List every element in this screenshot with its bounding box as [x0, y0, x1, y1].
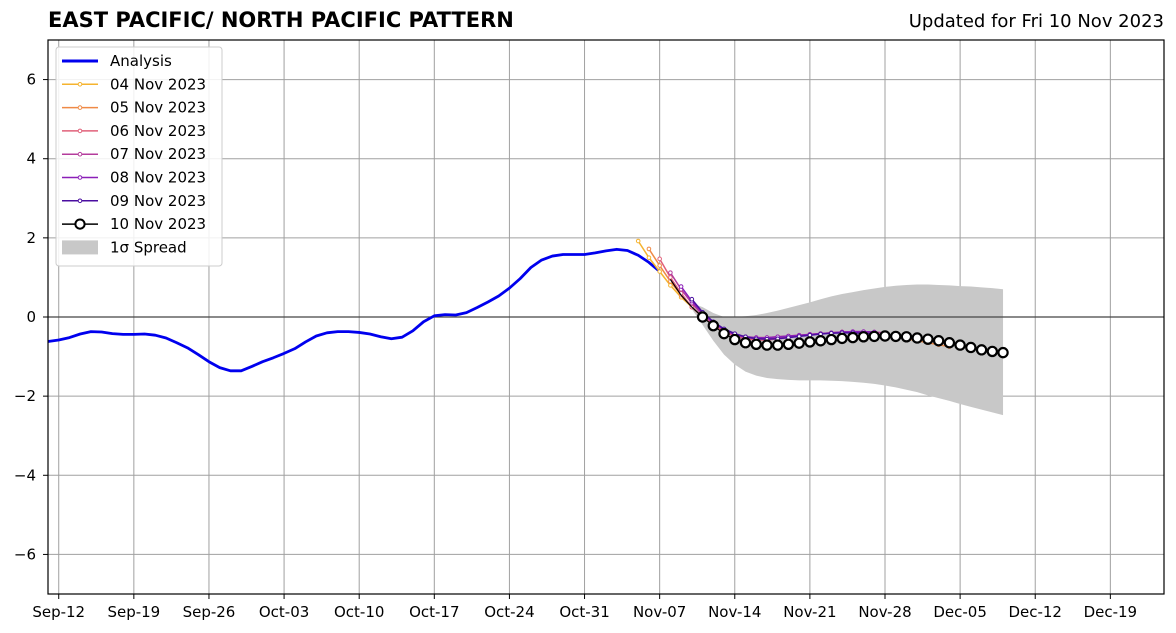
y-tick-label: −4: [14, 466, 36, 484]
forecast-point: [879, 330, 891, 342]
forecast-point: [804, 336, 816, 348]
forecast-point: [668, 275, 673, 280]
x-tick-label: Dec-19: [1084, 603, 1138, 621]
forecast-point: [922, 333, 934, 345]
x-tick-label: Oct-17: [409, 603, 459, 621]
legend-marker: [77, 128, 83, 134]
x-tick-label: Oct-31: [559, 603, 609, 621]
y-tick-label: 0: [26, 308, 36, 326]
legend-swatch: [62, 240, 98, 255]
x-tick-label: Oct-03: [259, 603, 309, 621]
x-tick-label: Nov-28: [858, 603, 911, 621]
y-tick-label: −6: [14, 545, 36, 563]
y-tick-label: 2: [26, 229, 36, 247]
legend-marker: [77, 82, 83, 87]
x-tick-label: Nov-07: [633, 603, 686, 621]
legend-label: 09 Nov 2023: [110, 192, 206, 210]
forecast-point: [750, 338, 762, 351]
forecast-point: [868, 330, 880, 343]
x-tick-label: Nov-14: [708, 603, 761, 621]
forecast-point: [836, 332, 848, 345]
legend-marker: [77, 105, 83, 110]
legend: Analysis 04 Nov 2023 05 Nov 2023 06 Nov 202…: [55, 46, 223, 267]
x-tick-label: Dec-12: [1008, 603, 1062, 621]
legend-box: [55, 46, 223, 267]
x-tick-label: Oct-10: [334, 603, 384, 621]
spread-band: [691, 284, 1004, 416]
forecast-point: [739, 337, 752, 349]
spread-area: [691, 284, 1004, 416]
forecast-point: [890, 330, 902, 343]
forecast-point: [696, 311, 709, 323]
legend-label: 06 Nov 2023: [110, 122, 206, 140]
forecast-point: [657, 263, 662, 268]
forecast-point: [814, 335, 827, 347]
legend-marker: [77, 175, 83, 180]
forecast-point: [718, 327, 730, 340]
x-tick-label: Oct-24: [484, 603, 534, 621]
forecast-point: [965, 341, 977, 354]
forecast-point: [975, 344, 988, 356]
y-tick-label: 6: [26, 71, 36, 89]
legend-label: 1σ Spread: [110, 238, 187, 256]
forecast-point: [857, 331, 870, 343]
chart-title: EAST PACIFIC/ NORTH PACIFIC PATTERN: [48, 8, 514, 32]
forecast-point: [678, 284, 684, 289]
forecast-point: [943, 337, 956, 349]
forecast-point: [646, 246, 652, 252]
forecast-point: [657, 256, 662, 262]
legend-label: 08 Nov 2023: [110, 169, 206, 187]
forecast-point: [932, 335, 945, 347]
y-tick-label: 4: [26, 150, 36, 168]
x-axis: Sep-12 Sep-19 Sep-26 Oct-03 Oct-10 Oct-17 Oct-…: [32, 594, 1137, 621]
legend-label: 10 Nov 2023: [110, 215, 206, 233]
forecast-series: [635, 238, 1009, 359]
forecast-point: [729, 333, 741, 346]
x-tick-label: Dec-05: [933, 603, 987, 621]
x-tick-label: Sep-26: [183, 603, 236, 621]
forecast-point: [900, 331, 913, 343]
forecast-line: [637, 240, 693, 308]
legend-marker: [74, 218, 86, 230]
y-axis: −6 −4 −2 0 2 4 6: [14, 71, 48, 563]
x-tick-label: Sep-19: [107, 603, 160, 621]
forecast-point: [771, 339, 784, 351]
legend-label: 05 Nov 2023: [110, 99, 206, 117]
y-tick-label: −2: [14, 387, 36, 405]
legend-label: 04 Nov 2023: [110, 75, 206, 93]
forecast-point: [635, 238, 641, 244]
forecast-point: [847, 331, 859, 344]
forecast-point: [793, 337, 805, 349]
analysis-series: [47, 247, 661, 373]
forecast-point: [825, 333, 838, 346]
forecast-point: [707, 320, 720, 332]
x-tick-label: Nov-21: [783, 603, 836, 621]
forecast-point: [782, 338, 795, 351]
forecast-point: [954, 339, 966, 351]
forecast-point: [986, 345, 999, 358]
analysis-line: [47, 247, 661, 373]
forecast-point: [761, 339, 773, 351]
legend-marker: [77, 198, 83, 204]
forecast-point: [668, 270, 673, 275]
x-tick-label: Sep-12: [32, 603, 85, 621]
forecast-point: [911, 332, 923, 344]
forecast-point: [646, 255, 652, 260]
forecast-point: [657, 269, 662, 274]
legend-label: 07 Nov 2023: [110, 145, 206, 163]
forecast-point: [997, 346, 1009, 359]
forecast-point: [689, 296, 695, 302]
legend-marker: [77, 151, 83, 157]
legend-label: Analysis: [110, 52, 172, 70]
chart-subtitle: Updated for Fri 10 Nov 2023: [908, 11, 1164, 32]
